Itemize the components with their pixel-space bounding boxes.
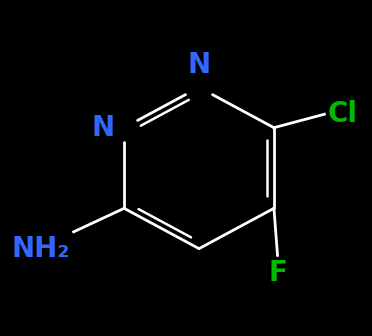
Text: NH₂: NH₂ — [12, 235, 70, 263]
Text: F: F — [268, 259, 287, 287]
Text: Cl: Cl — [328, 100, 358, 128]
Text: N: N — [92, 114, 115, 142]
Text: N: N — [187, 51, 211, 79]
